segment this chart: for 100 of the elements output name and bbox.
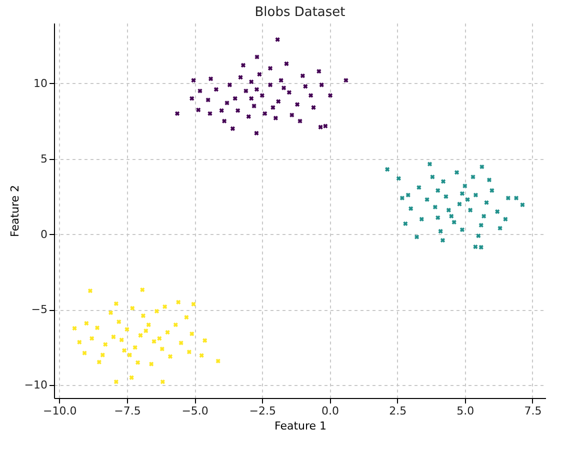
point (154, 308, 160, 314)
point (503, 216, 508, 222)
point (432, 204, 438, 210)
point (449, 214, 454, 218)
point (252, 104, 256, 108)
y-tick-label: −5 (31, 303, 48, 316)
x-tick-label: −10.0 (43, 404, 77, 418)
point (480, 164, 484, 170)
point (457, 202, 462, 206)
point (244, 88, 248, 94)
point (168, 354, 173, 359)
point (470, 174, 476, 180)
point (427, 162, 432, 166)
point (276, 99, 281, 104)
point (191, 78, 196, 83)
point (520, 202, 525, 208)
y-axis-title: Feature 2 (8, 184, 22, 238)
point (440, 179, 446, 184)
point (94, 326, 100, 330)
y-tick-label: 5 (40, 152, 48, 166)
point (122, 348, 127, 353)
point (140, 313, 146, 318)
point (416, 185, 422, 190)
point (216, 358, 220, 364)
point (108, 310, 114, 316)
point (160, 346, 164, 352)
point (77, 340, 82, 344)
point (286, 90, 292, 95)
point (178, 340, 184, 346)
point (196, 108, 201, 112)
point (476, 233, 481, 238)
point (174, 111, 180, 116)
point (127, 352, 132, 358)
point (436, 188, 440, 193)
point (103, 342, 108, 347)
point (294, 102, 300, 107)
x-tick-label: −5.0 (182, 404, 208, 418)
point (465, 197, 470, 202)
point (308, 93, 314, 98)
point (403, 221, 408, 226)
point (460, 227, 465, 232)
point (130, 306, 135, 311)
point (88, 288, 93, 294)
point (484, 200, 489, 205)
point (224, 100, 230, 106)
y-tick-label: 0 (40, 228, 48, 241)
point (328, 93, 333, 98)
point (208, 111, 212, 116)
point (452, 220, 456, 225)
point (384, 167, 390, 172)
point (400, 196, 405, 200)
point (419, 216, 424, 222)
point (114, 380, 118, 384)
x-tick-label: 7.5 (524, 404, 542, 418)
point (199, 353, 204, 358)
point (214, 87, 219, 92)
point (219, 108, 224, 113)
point (446, 208, 452, 212)
point (148, 362, 154, 366)
point (160, 380, 165, 384)
point (111, 334, 116, 340)
point (462, 184, 468, 188)
point (260, 93, 264, 98)
point (246, 114, 251, 119)
point (316, 68, 322, 74)
point (124, 327, 130, 332)
point (468, 208, 473, 212)
point (482, 214, 486, 218)
point (184, 314, 189, 320)
point (82, 350, 87, 356)
point (138, 333, 143, 338)
point (490, 188, 494, 193)
point (281, 86, 286, 90)
point (424, 197, 430, 202)
point (96, 360, 102, 364)
point (268, 82, 273, 88)
x-tick-label: 0.0 (321, 404, 339, 418)
point (270, 105, 276, 110)
point (84, 320, 89, 326)
point (514, 196, 519, 200)
point (408, 206, 414, 211)
point (190, 96, 194, 101)
point (165, 330, 170, 335)
point (144, 328, 148, 334)
point (135, 360, 140, 365)
point (506, 196, 510, 200)
point (227, 82, 232, 88)
point (406, 192, 410, 198)
point (284, 61, 289, 66)
point (303, 84, 308, 89)
point (186, 350, 192, 354)
point (414, 234, 420, 240)
point (254, 54, 260, 60)
point (208, 76, 214, 82)
chart-title: Blobs Dataset (254, 5, 346, 20)
point (444, 194, 448, 199)
point (162, 304, 168, 310)
point (202, 338, 208, 343)
point (140, 287, 145, 292)
point (222, 118, 227, 124)
